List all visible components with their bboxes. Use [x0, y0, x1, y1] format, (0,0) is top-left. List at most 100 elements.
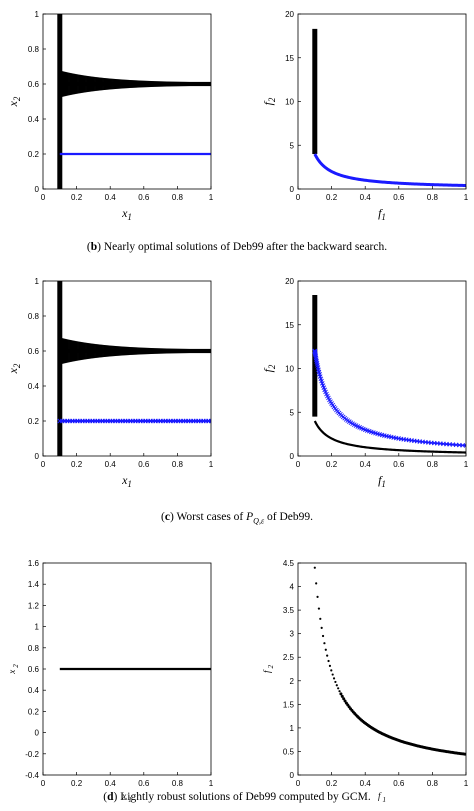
y-tick-label: 1.4 — [28, 580, 40, 589]
x-tick-label: 0.6 — [138, 193, 150, 202]
y-tick-label: 0 — [35, 452, 40, 461]
x-axis-label-sub: 1 — [127, 212, 132, 222]
y-tick-label: 10 — [285, 365, 294, 374]
x-ticks: 0 0.2 0.4 0.6 0.8 1 — [296, 453, 469, 469]
y-tick-label: 0.6 — [28, 80, 40, 89]
x-tick-label: 0 — [41, 193, 46, 202]
y-tick-label: 0 — [290, 452, 295, 461]
x-tick-label: 0.2 — [71, 193, 83, 202]
series-vertical-band-0 — [312, 28, 318, 154]
y-tick-label: 1 — [35, 10, 40, 19]
x-tick-label: 0 — [296, 779, 301, 788]
series-curve-x-2 — [312, 348, 466, 448]
dot — [331, 673, 334, 676]
dot — [337, 687, 340, 690]
x-ticks: 0 0.2 0.4 0.6 0.8 1 — [296, 186, 469, 202]
x-axis-label-sub: 1 — [383, 796, 387, 804]
x-tick-label: 0.2 — [326, 779, 338, 788]
x-tick-label: 0.2 — [326, 460, 338, 469]
x-tick-label: 0.6 — [393, 779, 405, 788]
y-tick-label: 0 — [35, 185, 40, 194]
x-tick-label: 0.8 — [427, 779, 439, 788]
y-tick-label: 0.5 — [283, 747, 295, 756]
x-marker — [463, 443, 466, 448]
chart-d-left: 0 0.2 0.4 0.6 0.8 1 -0.4 -0.2 0 0.2 0.4 0.6 0.8 1 1.2 1… — [7, 559, 214, 804]
y-tick-label: 1.2 — [28, 601, 40, 610]
y-tick-label: 1 — [35, 623, 40, 632]
y-tick-label: 5 — [290, 141, 295, 150]
y-tick-label: 0.6 — [28, 665, 40, 674]
y-axis-label: f2 — [261, 364, 277, 372]
y-tick-label: 5 — [290, 408, 295, 417]
dot — [332, 677, 336, 680]
axes-frame — [297, 280, 467, 457]
x-ticks: 0 0.2 0.4 0.6 0.8 1 — [41, 186, 214, 202]
y-ticks: -0.4 -0.2 0 0.2 0.4 0.6 0.8 1 1.2 1.4 1.6 — [25, 559, 46, 780]
x-tick-label: 0.8 — [427, 193, 439, 202]
y-ticks: 0 5 10 15 20 — [285, 277, 301, 461]
series-curve-1 — [313, 420, 466, 454]
series-hline-x-2 — [57, 418, 211, 424]
y-tick-label: 0.8 — [28, 45, 40, 54]
x-tick-label: 0 — [296, 193, 301, 202]
dot — [321, 634, 325, 638]
band-core — [59, 348, 211, 354]
plot-area — [57, 14, 211, 189]
caption-c-label: c — [164, 511, 170, 523]
y-axis-label: x2 — [6, 363, 22, 374]
dot — [334, 680, 337, 684]
x-tick-label: 0.6 — [393, 193, 405, 202]
series-converging-band-1 — [59, 70, 211, 98]
y-tick-label: 4.5 — [283, 559, 295, 568]
x-axis-label-sub: 1 — [381, 479, 386, 489]
y-ticks: 0 0.2 0.4 0.6 0.8 1 — [28, 277, 46, 461]
y-axis-label: x2 — [7, 664, 20, 675]
y-axis-label: x2 — [6, 96, 22, 107]
y-tick-label: -0.2 — [25, 750, 39, 759]
dot — [326, 654, 329, 657]
y-tick-label: 3.5 — [283, 606, 295, 615]
caption-b: (b) Nearly optimal solutions of Deb99 af… — [86, 241, 388, 253]
dot — [319, 617, 322, 620]
caption-b-text: Nearly optimal solutions of Deb99 after … — [100, 241, 388, 253]
y-tick-label: 20 — [285, 10, 294, 19]
dot — [317, 607, 321, 610]
x-tick-label: 0.6 — [138, 460, 150, 469]
dot — [320, 626, 323, 629]
y-tick-label: 0 — [290, 185, 295, 194]
plot-area — [312, 295, 466, 454]
caption-c-pre: Worst cases of — [173, 511, 247, 523]
x-tick-label: 1 — [464, 193, 469, 202]
y-tick-label: 0 — [290, 771, 295, 780]
x-axis-label: f1 — [378, 206, 386, 222]
curve — [314, 350, 466, 447]
plot-area — [313, 566, 466, 756]
x-tick-label: 0.2 — [71, 779, 83, 788]
x-tick-label: 0.4 — [105, 460, 117, 469]
y-axis-label-sub: 2 — [267, 364, 277, 369]
x-ticks: 0 0.2 0.4 0.6 0.8 1 — [41, 453, 214, 469]
x-ticks: 0 0.2 0.4 0.6 0.8 1 — [41, 772, 214, 788]
x-axis-label: x1 — [121, 473, 132, 489]
y-tick-label: 0.2 — [28, 150, 40, 159]
y-ticks: 0 0.5 1 1.5 2 2.5 3 3.5 4 4.5 — [283, 559, 301, 780]
y-tick-label: 0 — [35, 729, 40, 738]
y-axis-label-sub: 2 — [12, 664, 20, 668]
y-tick-label: 1.5 — [283, 700, 295, 709]
y-tick-label: 3 — [290, 630, 295, 639]
y-tick-label: 1 — [290, 724, 295, 733]
caption-c-sub: Q,ε — [253, 516, 265, 526]
x-tick-label: 0.8 — [427, 460, 439, 469]
y-tick-label: 0.8 — [28, 312, 40, 321]
dot — [339, 692, 343, 696]
y-tick-label: 0.8 — [28, 644, 40, 653]
x-tick-label: 1 — [209, 193, 214, 202]
x-axis-label-sub: 1 — [128, 796, 132, 804]
dot — [323, 642, 326, 645]
y-tick-label: 0.4 — [28, 115, 40, 124]
axes-frame — [42, 13, 212, 190]
